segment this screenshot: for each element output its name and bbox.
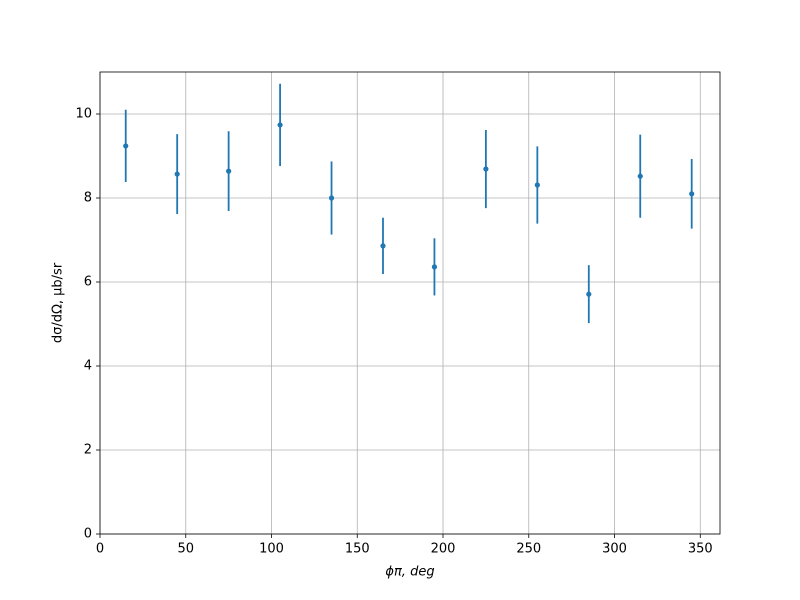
data-point — [534, 182, 540, 188]
data-point — [431, 264, 438, 270]
data-point — [328, 195, 335, 201]
data-point — [380, 243, 386, 249]
y-tick-label: 4 — [84, 359, 92, 374]
x-tick-label: 50 — [177, 542, 194, 557]
data-point — [123, 143, 129, 149]
x-tick-label: 150 — [345, 542, 370, 557]
data-point — [277, 122, 283, 128]
data-point — [226, 168, 232, 174]
data-point — [174, 171, 180, 177]
axes-frame — [99, 71, 721, 535]
x-tick-label: 350 — [688, 542, 713, 557]
y-tick-label: 0 — [84, 527, 92, 542]
y-tick-label: 8 — [84, 191, 92, 206]
y-axis-label: dσ/dΩ, μb/sr — [51, 262, 66, 343]
x-tick-label: 100 — [259, 542, 284, 557]
x-tick-label: 200 — [431, 542, 456, 557]
x-axis-label: ϕπ, deg — [385, 565, 434, 580]
y-tick-label: 2 — [84, 443, 92, 458]
data-point — [637, 173, 643, 179]
y-tick-label: 6 — [84, 275, 92, 290]
x-tick-label: 300 — [602, 542, 627, 557]
data-point — [483, 166, 489, 172]
x-tick-label: 250 — [516, 542, 541, 557]
data-point — [689, 191, 695, 197]
y-tick-label: 10 — [75, 107, 92, 122]
data-point — [586, 291, 592, 297]
x-tick-label: 0 — [96, 542, 104, 557]
